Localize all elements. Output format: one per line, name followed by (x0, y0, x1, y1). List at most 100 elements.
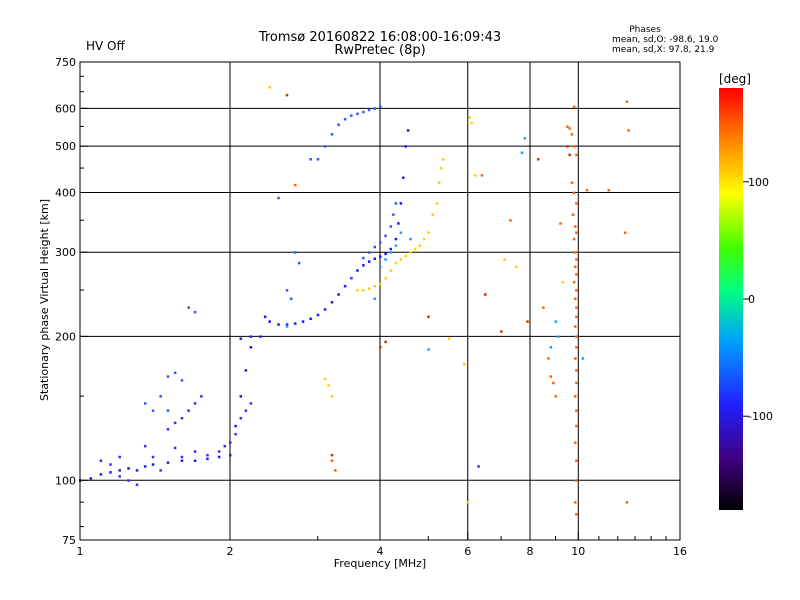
y-tick-label: 750 (55, 56, 76, 69)
data-point (187, 409, 190, 412)
data-point (575, 459, 578, 462)
data-point (447, 337, 451, 340)
data-point (127, 467, 130, 470)
data-point (187, 306, 190, 309)
data-point (330, 301, 334, 304)
data-point (135, 483, 139, 486)
data-point (559, 222, 562, 225)
data-point (337, 123, 340, 127)
data-point (575, 479, 578, 482)
data-point (289, 297, 293, 301)
data-point (477, 465, 480, 468)
data-point (418, 244, 421, 247)
data-point (323, 377, 327, 381)
data-point (143, 465, 147, 468)
data-point (151, 455, 155, 459)
data-point (309, 317, 312, 320)
data-point (384, 258, 387, 261)
data-point (217, 455, 221, 459)
data-point (572, 105, 576, 109)
data-point (367, 108, 371, 112)
data-point (323, 308, 327, 311)
x-tick-label: 10 (571, 545, 585, 558)
data-point (520, 151, 524, 154)
data-point (173, 371, 177, 375)
data-point (379, 255, 382, 258)
data-point (180, 459, 184, 462)
chart-subtitle: RwPretec (8p) (334, 43, 425, 58)
data-point (99, 473, 103, 476)
data-point (249, 335, 253, 338)
x-tick-label: 4 (377, 545, 384, 558)
data-point (404, 145, 407, 148)
data-point (607, 188, 611, 192)
colorbar (719, 88, 743, 510)
data-point (277, 323, 280, 326)
data-point (166, 375, 170, 378)
data-point (327, 384, 330, 387)
data-point (509, 219, 512, 222)
data-point (526, 320, 529, 323)
data-point (549, 346, 553, 349)
data-point (575, 315, 578, 319)
data-point (362, 264, 365, 267)
x-tick-label: 1 (77, 545, 84, 558)
data-point (323, 145, 327, 148)
data-point (379, 241, 382, 244)
data-point (127, 479, 130, 482)
data-point (399, 258, 403, 261)
data-point (244, 409, 248, 412)
data-point (217, 450, 221, 453)
data-point (570, 181, 574, 184)
axis-ticks: 1 2 4 6 8 10 16 75 100 200 300 400 500 600 750 (55, 56, 687, 558)
data-point (515, 265, 518, 269)
data-point (566, 125, 569, 128)
data-point (404, 254, 407, 258)
data-point (394, 244, 398, 247)
data-point (350, 114, 353, 117)
data-point (389, 251, 393, 254)
data-point (239, 337, 243, 340)
data-point (234, 432, 237, 436)
data-point (406, 129, 410, 132)
data-point (574, 501, 577, 504)
data-point (441, 158, 445, 161)
data-point (239, 416, 243, 420)
data-point (568, 153, 571, 157)
data-point (301, 320, 305, 323)
data-point (373, 107, 377, 110)
data-point (575, 231, 578, 234)
data-point (570, 133, 574, 136)
data-point (575, 273, 578, 276)
data-point (143, 444, 147, 448)
data-point (362, 110, 365, 114)
data-point (223, 444, 227, 448)
data-point (379, 346, 382, 349)
data-point (330, 453, 334, 457)
data-point (480, 174, 484, 177)
data-point (574, 325, 577, 328)
data-point (625, 501, 629, 504)
data-point (159, 395, 162, 398)
data-point (379, 265, 382, 269)
data-point (109, 463, 112, 466)
data-point (367, 287, 371, 290)
data-point (422, 237, 426, 241)
x-tick-label: 16 (673, 545, 687, 558)
x-tick-label: 6 (464, 545, 471, 558)
data-point (431, 213, 435, 216)
y-tick-label: 200 (55, 330, 76, 343)
data-point (173, 421, 177, 425)
x-tick-label: 8 (527, 545, 534, 558)
data-point (625, 100, 629, 104)
data-point (549, 375, 553, 378)
data-point (575, 424, 578, 428)
y-tick-label: 75 (62, 534, 76, 547)
data-point (574, 441, 577, 444)
data-point (575, 409, 578, 412)
status-label: HV Off (86, 39, 125, 53)
data-point (575, 153, 578, 157)
data-point (309, 158, 312, 161)
data-point (118, 455, 121, 459)
data-point (437, 181, 441, 184)
